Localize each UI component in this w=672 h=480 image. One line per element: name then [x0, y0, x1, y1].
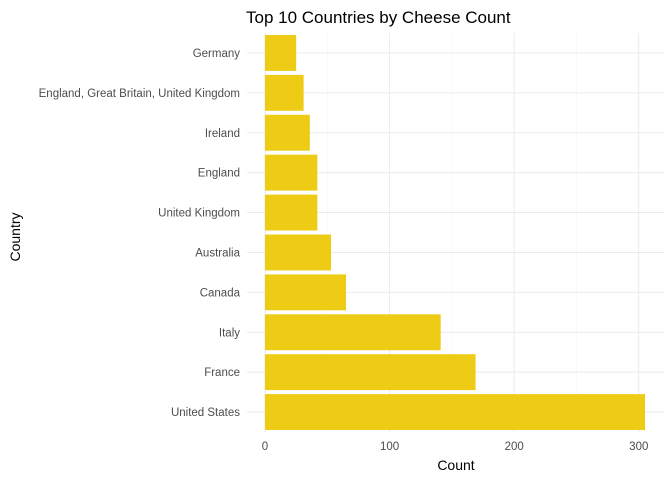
bar — [265, 154, 318, 191]
x-tick-label: 300 — [629, 441, 648, 453]
y-tick-label: Australia — [195, 247, 240, 259]
bar — [265, 314, 441, 351]
chart-title: Top 10 Countries by Cheese Count — [246, 8, 511, 27]
bar — [265, 354, 476, 391]
x-tick-label: 100 — [380, 441, 399, 453]
bar — [265, 114, 310, 151]
bar — [265, 394, 645, 431]
bar — [265, 194, 318, 231]
bar — [265, 234, 332, 271]
y-tick-label: Ireland — [205, 128, 240, 140]
y-tick-label: England, Great Britain, United Kingdom — [39, 88, 240, 100]
y-tick-label: England — [198, 168, 240, 180]
y-tick-label: United States — [171, 407, 240, 419]
y-tick-label: United Kingdom — [158, 208, 240, 220]
y-tick-labels: United States France Italy Canada Australia U… — [39, 48, 241, 419]
x-tick-label: 200 — [505, 441, 524, 453]
bars — [265, 34, 645, 431]
y-tick-label: Germany — [193, 48, 241, 60]
bar — [265, 274, 346, 311]
y-axis-title: Country — [7, 212, 23, 261]
y-tick-label: Italy — [219, 327, 240, 339]
y-tick-label: France — [204, 367, 240, 379]
bar — [265, 34, 297, 71]
x-tick-label: 0 — [262, 441, 268, 453]
x-axis-title: Count — [437, 457, 474, 473]
bar — [265, 74, 304, 111]
y-tick-label: Canada — [200, 287, 241, 299]
x-tick-labels: 0 100 200 300 — [262, 441, 649, 453]
